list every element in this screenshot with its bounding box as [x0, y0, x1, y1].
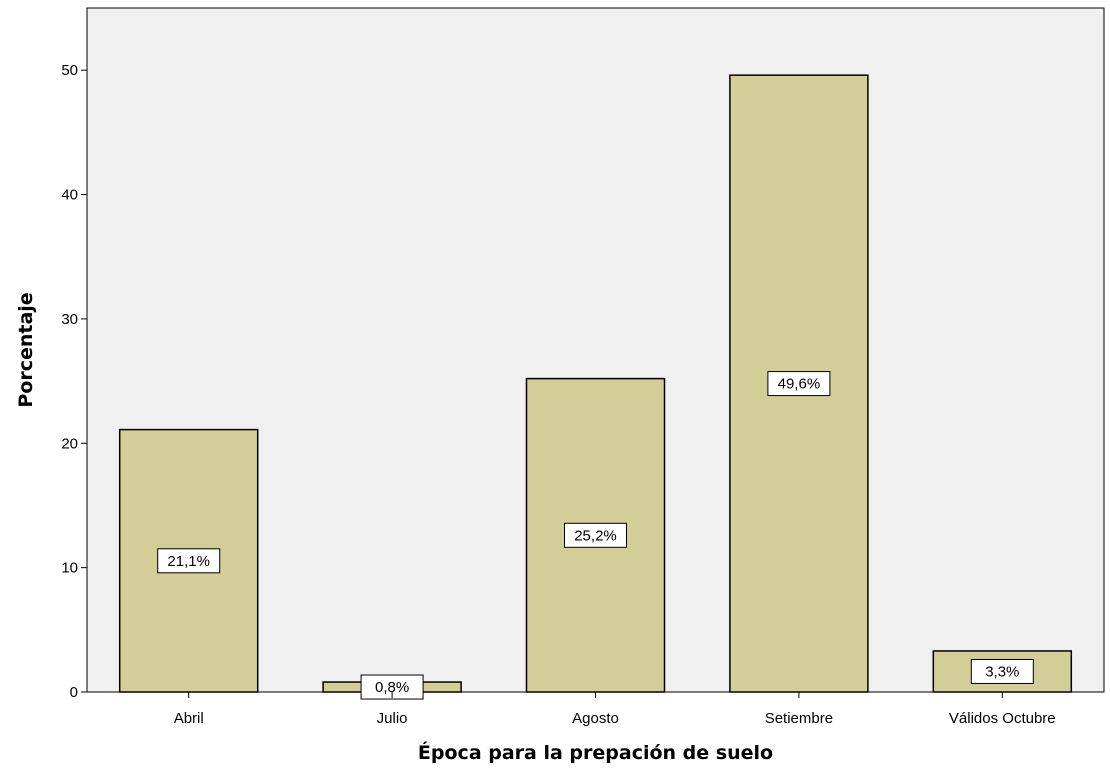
data-label-box — [767, 371, 831, 397]
y-tick-label: 10 — [61, 560, 78, 577]
y-tick-label: 20 — [61, 435, 78, 452]
x-tick-label: Agosto — [572, 710, 619, 727]
x-tick-label: Abril — [174, 710, 204, 727]
y-axis: 0 10 20 30 40 50 — [61, 62, 87, 701]
data-label: 21,1% — [167, 553, 210, 570]
data-label: 0,8% — [375, 679, 409, 696]
y-tick-label: 0 — [70, 684, 78, 701]
data-label: 3,3% — [985, 663, 1019, 680]
y-tick-label: 50 — [61, 62, 78, 79]
y-axis-title: Porcentaje — [15, 292, 37, 407]
bars-group — [118, 74, 1073, 693]
data-label-box — [564, 522, 627, 548]
y-tick-label: 30 — [61, 311, 78, 328]
y-tick-label: 40 — [61, 187, 78, 204]
data-label-box — [970, 658, 1034, 684]
data-label: 25,2% — [574, 527, 617, 544]
x-tick-label: Setiembre — [765, 710, 833, 727]
data-label-box — [157, 548, 221, 574]
x-tick-label: Válidos Octubre — [949, 710, 1056, 727]
data-labels-group: 21,1% 0,8% 25,2% 49,6% 3,3% — [157, 371, 1034, 700]
x-axis: Abril Julio Agosto Setiembre Válidos Octubre — [174, 692, 1056, 727]
data-label: 49,6% — [778, 376, 821, 393]
x-axis-title: Época para la prepación de suelo — [418, 741, 773, 764]
x-tick-label: Julio — [377, 710, 408, 727]
